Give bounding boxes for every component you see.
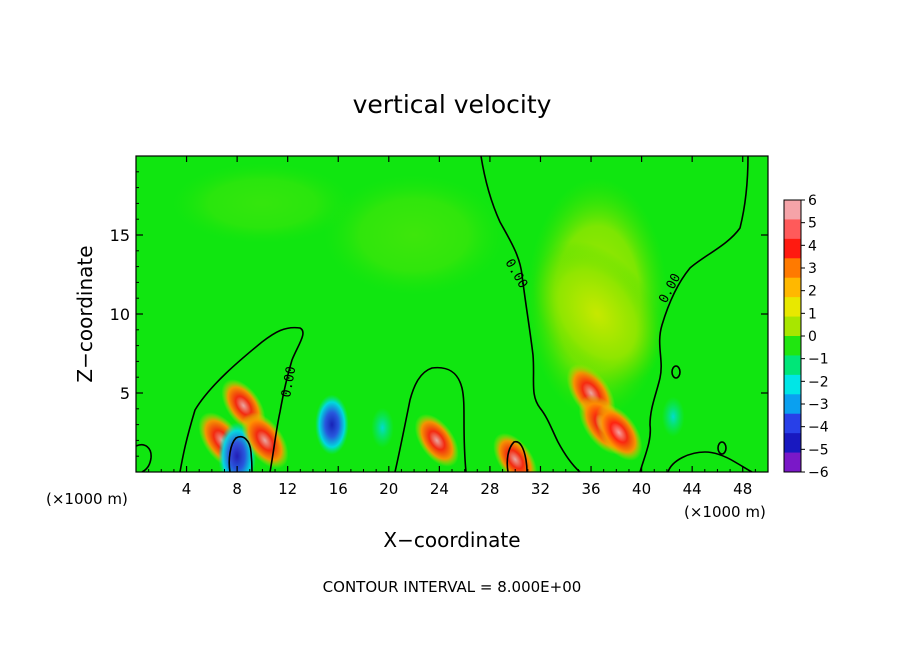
field-feature — [315, 394, 349, 455]
plot-area: 0.00 0.00 0.00 — [136, 156, 768, 472]
colorbar-swatch — [784, 297, 801, 318]
contour-central-plume — [480, 156, 581, 472]
colorbar-swatch — [784, 200, 801, 220]
colorbar-swatch — [784, 336, 801, 356]
colorbar-label: 0 — [808, 329, 817, 345]
field-feature — [414, 414, 459, 467]
x-unit-right: (×1000 m) — [684, 503, 766, 521]
x-tick-label: 16 — [329, 480, 348, 498]
colorbar-swatch — [784, 394, 801, 415]
x-axis-label: X−coordinate — [383, 528, 520, 552]
contour-small-cell — [506, 440, 528, 472]
colorbar-label: 6 — [808, 193, 817, 209]
chart-title: vertical velocity — [353, 90, 552, 119]
colorbar-label: −5 — [808, 442, 829, 458]
contour-small-loop-2 — [717, 441, 727, 455]
y-tick-label: 15 — [110, 226, 130, 245]
contour-left-edge — [136, 443, 152, 472]
y-axis-label: Z−coordinate — [73, 245, 97, 382]
x-tick-label: 44 — [683, 480, 702, 498]
field-feature — [595, 404, 643, 461]
colorbar-label: −1 — [808, 352, 829, 368]
colorbar-label: −4 — [808, 420, 829, 436]
colorbar-label: −3 — [808, 397, 829, 413]
colorbar-swatch — [784, 219, 801, 240]
contour-label-left: 0.00 — [279, 365, 299, 398]
x-unit-left: (×1000 m) — [46, 490, 128, 508]
colorbar-label: −2 — [808, 374, 829, 390]
field-feature — [371, 407, 394, 448]
x-tick-label: 40 — [632, 480, 651, 498]
y-axis-ticks: 5 10 15 — [110, 171, 768, 457]
x-tick-label: 28 — [480, 480, 499, 498]
x-tick-label: 32 — [531, 480, 550, 498]
field-feature — [533, 241, 662, 387]
y-tick-label: 10 — [110, 305, 130, 324]
colorbar-swatch — [784, 413, 801, 434]
colorbar-swatch — [784, 258, 801, 279]
x-tick-label: 8 — [232, 480, 242, 498]
x-tick-label: 48 — [733, 480, 752, 498]
field-feature — [493, 432, 538, 472]
contour-bottom-right — [667, 451, 753, 472]
x-tick-label: 12 — [278, 480, 297, 498]
colorbar-swatch — [784, 374, 801, 395]
x-axis-ticks: 4 8 12 16 20 24 28 32 36 40 44 48 — [148, 156, 756, 498]
contour-mid-cell — [394, 366, 467, 472]
field-feature — [661, 396, 685, 437]
field-wash — [324, 175, 505, 295]
contour-interval-footer: CONTOUR INTERVAL = 8.000E+00 — [323, 578, 582, 596]
colorbar-label: −6 — [808, 465, 829, 481]
colorbar-swatch — [784, 316, 801, 337]
x-tick-label: 36 — [581, 480, 600, 498]
colorbar-swatch — [784, 277, 801, 298]
contour-right-plume — [639, 156, 749, 472]
colorbar-label: 4 — [808, 238, 817, 254]
colorbar-label: 5 — [808, 216, 817, 232]
field-wash — [172, 163, 353, 244]
colorbar-label: 3 — [808, 261, 817, 277]
colorbar: 6 5 4 3 2 1 0 −1 −2 −3 −4 −5 −6 — [783, 193, 829, 481]
contour-small-loop — [671, 365, 681, 379]
colorbar-swatch — [784, 355, 801, 376]
y-tick-label: 5 — [120, 384, 130, 403]
colorbar-label: 2 — [808, 284, 817, 300]
x-tick-label: 20 — [379, 480, 398, 498]
contour-cold-cell — [228, 436, 253, 472]
zero-contours — [136, 156, 753, 472]
colorbar-swatch — [784, 433, 801, 454]
x-tick-label: 24 — [430, 480, 449, 498]
x-tick-label: 4 — [182, 480, 192, 498]
colorbar-swatch — [784, 238, 801, 259]
colorbar-label: 1 — [808, 306, 817, 322]
colorbar-swatch — [784, 452, 801, 473]
contour-left-cell — [179, 326, 304, 472]
